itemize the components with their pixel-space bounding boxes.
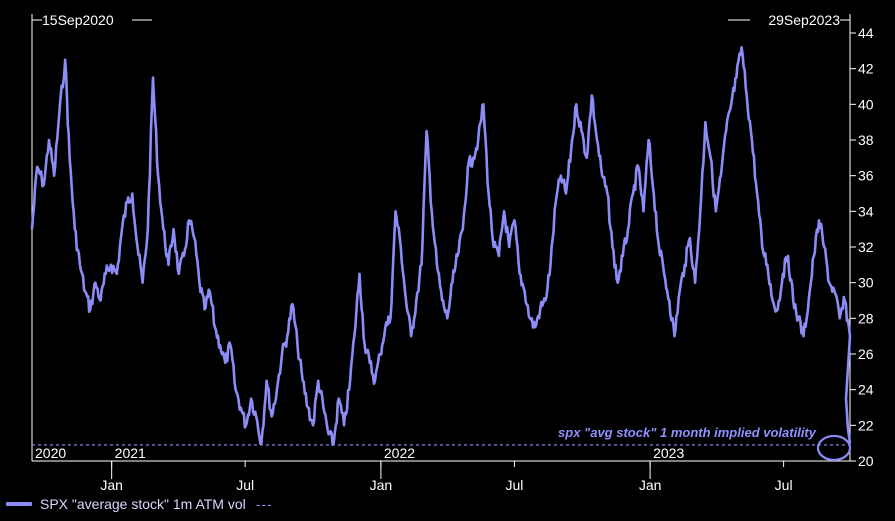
series-line <box>30 46 852 447</box>
year-label: 2021 <box>115 445 146 461</box>
y-tick-label: 22 <box>858 417 874 433</box>
y-tick-label: 38 <box>858 132 874 148</box>
annotation-group: spx "avg stock" 1 month implied volatili… <box>558 425 852 462</box>
x-tick-label: Jan <box>370 477 393 493</box>
year-label: 2022 <box>384 445 415 461</box>
chart-header: 15Sep2020 29Sep2023 <box>31 12 851 28</box>
legend: SPX "average stock" 1m ATM vol --- <box>6 494 273 514</box>
y-tick-label: 42 <box>858 61 874 77</box>
series-group <box>30 46 852 447</box>
y-tick-label: 44 <box>858 25 874 41</box>
x-tick-label: Jul <box>505 477 523 493</box>
y-tick-label: 40 <box>858 96 874 112</box>
y-tick-label: 36 <box>858 168 874 184</box>
y-tick-label: 20 <box>858 453 874 469</box>
header-end-date: 29Sep2023 <box>768 12 840 28</box>
year-label: 2023 <box>653 445 684 461</box>
x-tick-label: Jan <box>639 477 662 493</box>
y-tick-label: 24 <box>858 382 874 398</box>
y-tick-label: 34 <box>858 203 874 219</box>
legend-swatch <box>6 502 32 506</box>
x-tick-label: Jan <box>100 477 123 493</box>
highlight-circle <box>816 434 852 462</box>
y-tick-label: 26 <box>858 346 874 362</box>
y-tick-label: 30 <box>858 275 874 291</box>
x-tick-label: Jul <box>236 477 254 493</box>
legend-dash-marker: --- <box>255 496 273 512</box>
y-tick-label: 32 <box>858 239 874 255</box>
x-tick-label: Jul <box>775 477 793 493</box>
year-label: 2020 <box>35 445 66 461</box>
y-tick-label: 28 <box>858 310 874 326</box>
annotation-text: spx "avg stock" 1 month implied volatili… <box>558 425 817 440</box>
legend-label: SPX "average stock" 1m ATM vol <box>40 496 246 512</box>
header-start-date: 15Sep2020 <box>42 12 114 28</box>
